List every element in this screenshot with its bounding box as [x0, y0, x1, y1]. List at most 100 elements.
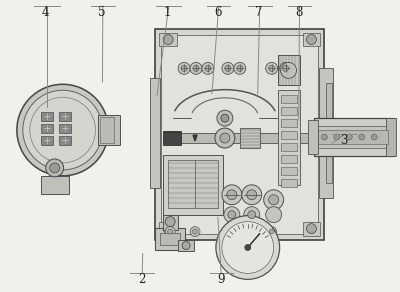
Circle shape — [244, 207, 260, 223]
Circle shape — [168, 229, 173, 234]
Bar — [100, 117, 114, 143]
Circle shape — [17, 84, 108, 176]
Circle shape — [306, 34, 316, 44]
Bar — [159, 32, 177, 46]
Circle shape — [322, 134, 327, 140]
Circle shape — [280, 62, 292, 74]
Circle shape — [225, 65, 231, 71]
Bar — [168, 160, 218, 208]
Circle shape — [222, 222, 274, 273]
Text: 2: 2 — [138, 273, 145, 286]
Circle shape — [237, 65, 243, 71]
Bar — [98, 115, 120, 145]
Circle shape — [371, 134, 377, 140]
Text: 6: 6 — [214, 6, 222, 19]
Text: 7: 7 — [255, 6, 263, 19]
Bar — [281, 119, 296, 127]
Circle shape — [306, 224, 316, 234]
Bar — [316, 126, 392, 148]
Bar — [386, 118, 396, 156]
Circle shape — [229, 229, 234, 234]
Text: 1: 1 — [164, 6, 171, 19]
Circle shape — [222, 185, 242, 205]
Bar — [59, 112, 71, 121]
Circle shape — [242, 185, 262, 205]
Bar — [150, 78, 160, 188]
Circle shape — [269, 195, 279, 205]
Circle shape — [228, 211, 236, 219]
Bar — [281, 143, 296, 151]
Circle shape — [163, 224, 173, 234]
Bar — [155, 227, 185, 249]
Bar — [163, 133, 312, 143]
Circle shape — [266, 62, 278, 74]
Circle shape — [217, 110, 233, 126]
Circle shape — [245, 244, 251, 251]
Bar — [41, 176, 69, 194]
Bar — [326, 83, 332, 183]
Circle shape — [165, 227, 175, 237]
Circle shape — [193, 65, 199, 71]
Circle shape — [247, 227, 257, 237]
Bar — [41, 112, 53, 121]
Circle shape — [178, 62, 190, 74]
Circle shape — [192, 229, 198, 234]
Circle shape — [205, 65, 211, 71]
Bar — [159, 222, 177, 236]
Circle shape — [165, 217, 175, 227]
Circle shape — [283, 65, 288, 71]
Circle shape — [234, 62, 246, 74]
Bar — [59, 136, 71, 145]
Bar — [281, 155, 296, 163]
Bar — [161, 34, 318, 234]
Bar — [281, 179, 296, 187]
Circle shape — [346, 134, 352, 140]
Circle shape — [215, 128, 235, 148]
Circle shape — [249, 229, 254, 234]
Bar — [314, 118, 394, 156]
Circle shape — [248, 211, 256, 219]
Circle shape — [227, 190, 237, 200]
Circle shape — [281, 62, 296, 78]
Bar — [41, 136, 53, 145]
Bar — [240, 128, 260, 148]
Bar — [281, 107, 296, 115]
Circle shape — [221, 114, 229, 122]
Text: 8: 8 — [295, 6, 302, 19]
Circle shape — [267, 227, 277, 237]
Circle shape — [269, 65, 275, 71]
Circle shape — [222, 62, 234, 74]
Circle shape — [190, 62, 202, 74]
Bar — [278, 55, 300, 85]
Bar — [320, 68, 333, 198]
Bar — [160, 233, 180, 244]
Bar — [318, 130, 388, 144]
Text: 5: 5 — [98, 6, 106, 19]
Bar — [302, 32, 320, 46]
Circle shape — [46, 159, 64, 177]
Circle shape — [190, 227, 200, 237]
Circle shape — [181, 65, 187, 71]
Circle shape — [224, 207, 240, 223]
Text: 4: 4 — [42, 6, 49, 19]
Circle shape — [264, 190, 284, 210]
Bar — [163, 131, 181, 145]
Circle shape — [216, 216, 280, 279]
Bar — [302, 222, 320, 236]
Circle shape — [247, 190, 257, 200]
Bar — [41, 124, 53, 133]
Bar — [308, 120, 318, 154]
Polygon shape — [193, 135, 197, 141]
Text: 3: 3 — [340, 134, 348, 147]
Circle shape — [202, 62, 214, 74]
Circle shape — [220, 133, 230, 143]
Bar — [281, 167, 296, 175]
Circle shape — [359, 134, 365, 140]
Circle shape — [50, 163, 60, 173]
Circle shape — [23, 90, 102, 170]
Bar — [281, 131, 296, 139]
Bar — [163, 155, 223, 215]
Circle shape — [269, 229, 274, 234]
Circle shape — [227, 227, 237, 237]
Circle shape — [182, 241, 190, 249]
